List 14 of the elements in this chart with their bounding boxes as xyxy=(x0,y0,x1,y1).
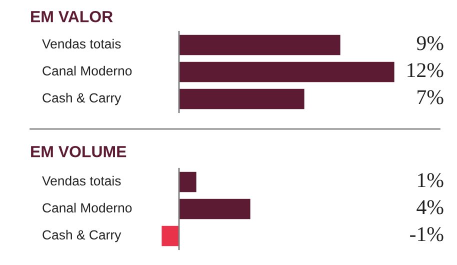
y-tick-label: Vendas totais xyxy=(42,176,121,186)
data-label: 1% xyxy=(418,173,444,188)
data-label: 12% xyxy=(408,63,444,78)
y-tick-label: Cash & Carry xyxy=(42,92,122,106)
chart-title: EM VALOR xyxy=(31,10,113,22)
y-tick-label: Canal Moderno xyxy=(42,202,132,213)
chart-title: EM VOLUME xyxy=(31,146,126,158)
y-tick-label: Canal Moderno xyxy=(42,66,132,76)
y-tick-label: Vendas totais xyxy=(42,38,121,49)
y-tick-label: Cash & Carry xyxy=(42,230,122,242)
data-label: 7% xyxy=(418,90,444,104)
data-label: 4% xyxy=(416,200,444,214)
data-label: -1% xyxy=(410,227,444,242)
data-label: 9% xyxy=(416,36,444,50)
